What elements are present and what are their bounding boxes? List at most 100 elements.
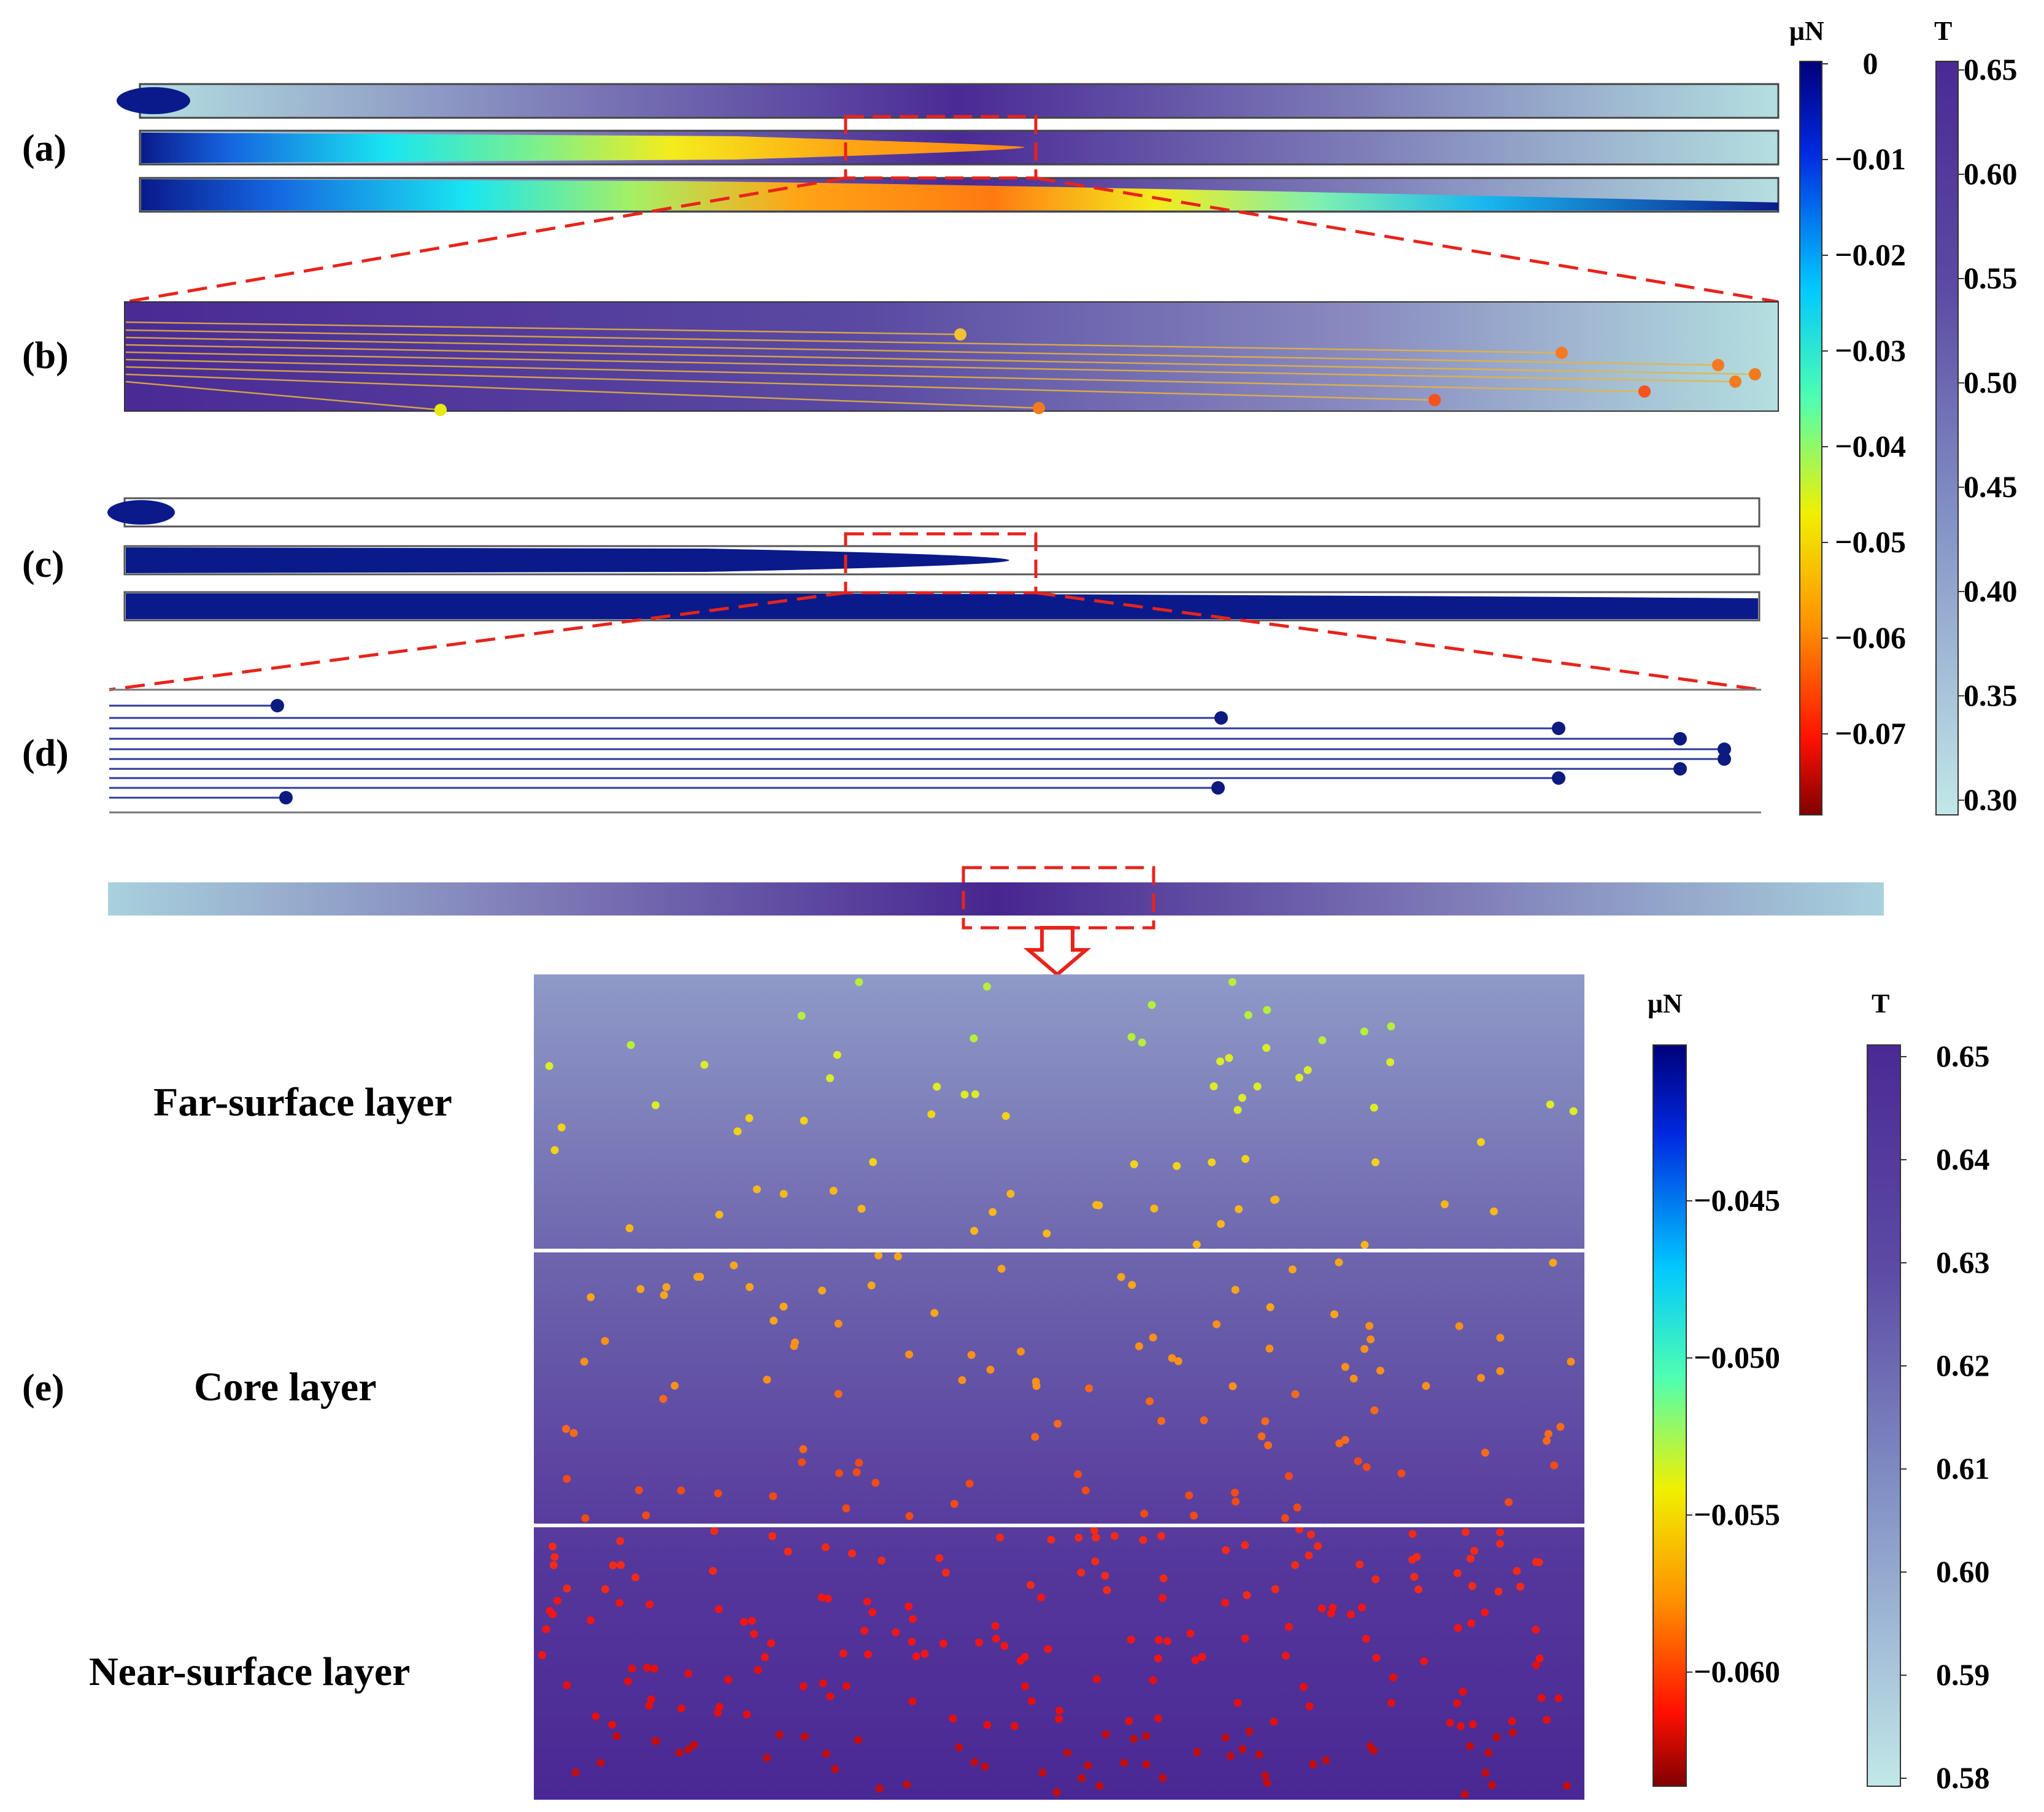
particle [1306,1530,1315,1539]
particle [1465,1742,1474,1751]
particle [1546,1100,1554,1109]
particle [1544,1430,1552,1438]
particle [1130,1735,1138,1743]
particle [768,1532,777,1540]
particle [650,1664,658,1673]
colorbar-bottom-T-title: T [1872,989,1889,1019]
particle [542,1625,550,1633]
particle [1266,1303,1275,1311]
trajectory-endpoint [434,404,447,416]
particle [1370,1103,1378,1112]
particle [892,1628,900,1637]
channel-a1 [117,83,1780,119]
particle [1261,1417,1270,1425]
colorbar-tick-label: 0.60 [1936,1554,1990,1589]
particle [1191,1656,1200,1665]
particle [1281,1514,1289,1522]
particle [970,1758,979,1767]
particle [1231,1286,1240,1294]
particle [1356,1560,1364,1569]
particle [550,1146,559,1154]
particle [1370,1746,1378,1755]
particle [960,1090,969,1099]
particle [1271,1195,1280,1204]
panel-label-a: (a) [22,128,66,169]
panel-b: (b) [22,301,1779,416]
particle [1367,1335,1375,1344]
particle [1010,1722,1019,1730]
particle [1238,1093,1246,1102]
particle [1095,1782,1104,1790]
particle [823,1594,832,1603]
particle [1154,1636,1163,1644]
particle [1255,1750,1263,1759]
particle [1052,1788,1061,1797]
panel-label-d: (d) [22,733,69,774]
particle [1569,1107,1578,1116]
particle [1284,1622,1293,1631]
particle [1168,1354,1176,1362]
particle [1055,1706,1063,1715]
colorbar-tick-label: −0.06 [1835,620,1906,655]
colorbar-top-T-title: T [1934,16,1952,46]
particle [930,1309,939,1317]
particle [1550,1461,1559,1470]
particle [1265,1344,1274,1353]
particle [1031,1433,1039,1441]
particle [986,1365,995,1374]
particle [857,1205,866,1213]
particle [935,1554,944,1562]
particle [581,1514,590,1522]
particle [1228,977,1236,986]
colorbar-tick-label: −0.045 [1694,1183,1780,1217]
particle [563,1584,571,1593]
particle [875,1784,884,1793]
particle [601,1585,609,1594]
particle [1537,1694,1546,1702]
particle [1027,1697,1036,1705]
particle [1487,1781,1496,1789]
particle [1101,1730,1110,1738]
particle [1516,1583,1525,1591]
particle [580,1357,588,1366]
particle [981,1762,989,1771]
particle [799,1445,808,1454]
panel-label-c: (c) [22,544,64,585]
particle [1318,1036,1327,1044]
particle [833,1051,841,1059]
particle [818,1286,827,1295]
trajectory-endpoint [1673,732,1687,746]
trajectory-endpoint [1033,402,1045,414]
particle [908,1638,916,1646]
particle [1300,1683,1308,1691]
particles-e [538,977,1578,1799]
particle [1159,1574,1168,1583]
particle [933,1082,941,1091]
particle [1232,1497,1240,1506]
particle [1271,1585,1279,1594]
particle [1037,1593,1045,1602]
particle [557,1123,566,1132]
particle [1508,1717,1516,1725]
zoom-box-strip [962,866,1155,930]
particle [1017,1347,1025,1356]
particle [996,1533,1005,1542]
particle [860,1627,869,1635]
particle [769,1316,778,1325]
particle [909,1615,917,1623]
particle [1476,1138,1485,1146]
particle [1543,1716,1551,1724]
particle [671,1381,679,1390]
particle [1095,1201,1103,1209]
particle [1233,1106,1242,1114]
particle [1241,1155,1250,1163]
particle [991,1622,1000,1630]
particle [662,1283,671,1292]
particle [709,1567,717,1575]
particle [1225,1054,1233,1062]
particle [839,1649,847,1657]
particle [1209,1082,1218,1090]
particle [1222,1546,1230,1554]
particle [1140,1509,1149,1518]
trajectory-endpoint [1429,394,1441,406]
